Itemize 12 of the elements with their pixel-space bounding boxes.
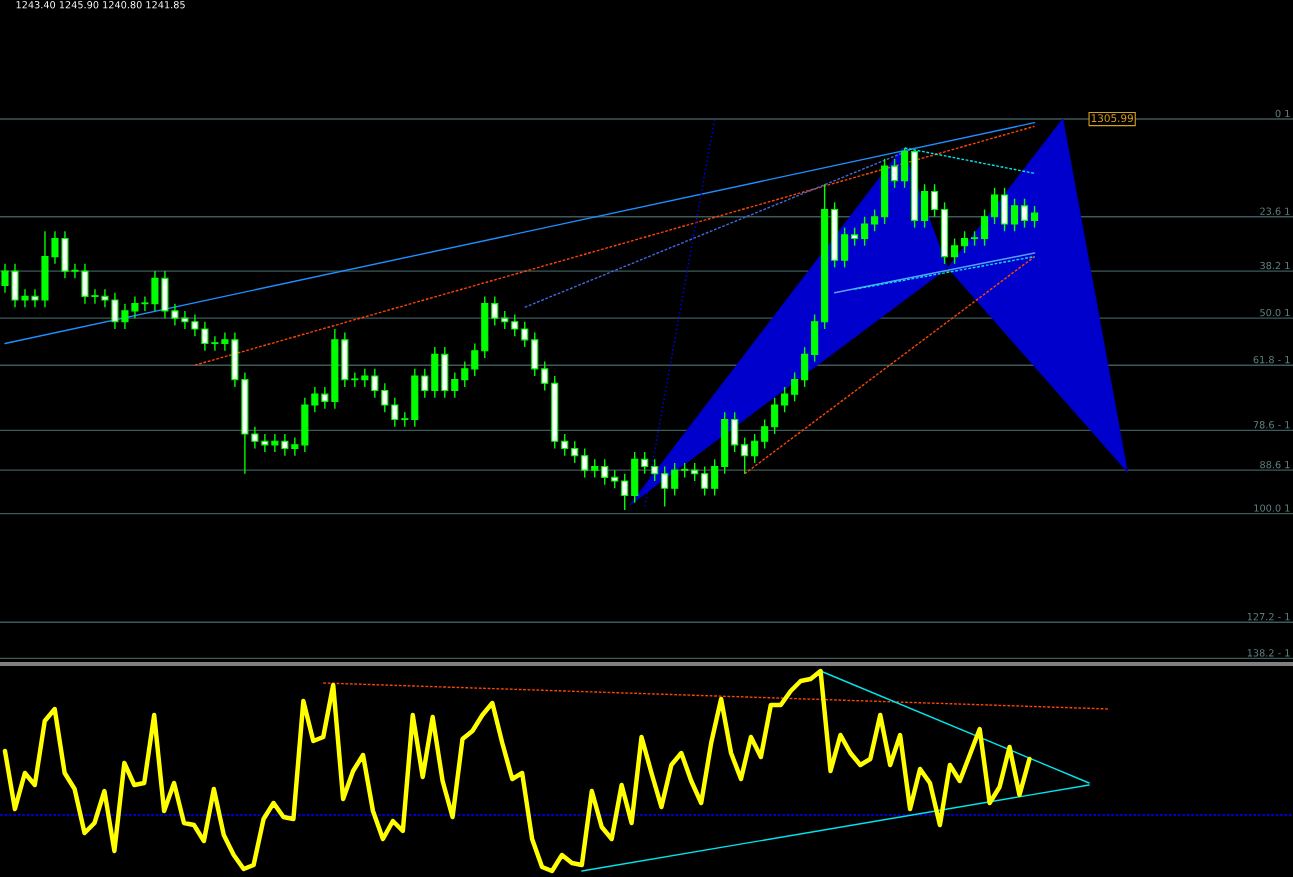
text: 50.0 1 [1260, 308, 1290, 317]
text: 61.8 - 1 [1253, 355, 1290, 364]
text: 38.2 1 [1260, 261, 1290, 270]
text: 23.6 1 [1260, 207, 1290, 215]
text: 88.6 1 [1260, 460, 1290, 469]
text: 1243.40 1245.90 1240.80 1241.85 [16, 1, 185, 9]
annotation: 1305.99 [1091, 114, 1133, 123]
text: 0 1 [1275, 109, 1290, 118]
text: 78.6 - 1 [1253, 421, 1290, 429]
text: 138.2 - 1 [1247, 649, 1290, 657]
text: 127.2 - 1 [1247, 612, 1290, 621]
text: 100.0 1 [1254, 504, 1290, 512]
